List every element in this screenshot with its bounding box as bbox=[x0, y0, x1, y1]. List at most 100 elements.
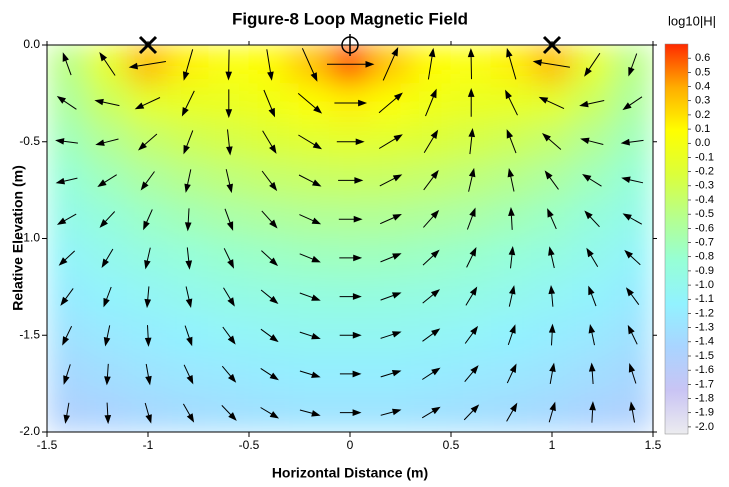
arrow bbox=[378, 92, 403, 114]
arrow bbox=[184, 169, 192, 193]
colorbar-tick-label: 0.0 bbox=[695, 137, 710, 149]
arrow bbox=[580, 137, 604, 145]
arrow bbox=[99, 51, 116, 76]
arrow bbox=[261, 250, 279, 267]
arrow bbox=[56, 213, 77, 225]
arrow bbox=[103, 325, 111, 347]
y-tick-label: -1.0 bbox=[19, 231, 40, 245]
arrow bbox=[62, 52, 72, 76]
arrow bbox=[466, 207, 476, 230]
arrow bbox=[380, 292, 402, 301]
arrow bbox=[467, 87, 475, 117]
arrow bbox=[58, 250, 76, 266]
arrow bbox=[588, 323, 596, 346]
arrow bbox=[55, 177, 78, 185]
arrow bbox=[225, 89, 233, 119]
arrow bbox=[128, 61, 166, 70]
arrow bbox=[464, 325, 479, 344]
arrow bbox=[299, 331, 321, 340]
arrow bbox=[104, 402, 112, 425]
arrow bbox=[380, 408, 402, 416]
arrow bbox=[225, 49, 233, 81]
arrow bbox=[625, 287, 640, 305]
arrow bbox=[226, 129, 233, 156]
arrow bbox=[260, 328, 279, 343]
arrow bbox=[621, 176, 644, 184]
arrow bbox=[622, 96, 643, 111]
y-axis-label: Relative Elevation (m) bbox=[10, 165, 26, 311]
arrow bbox=[339, 409, 362, 417]
arrow bbox=[542, 133, 562, 150]
arrow bbox=[184, 325, 193, 347]
arrow bbox=[582, 173, 602, 187]
x-tick-label: 0 bbox=[347, 438, 354, 452]
colorbar-tick-label: 0.4 bbox=[695, 80, 710, 92]
arrow bbox=[548, 323, 556, 346]
colorbar-ticks: -2.0 -1.9 -1.8 -1.7 -1.6 -1.5 -1.4 -1.3 -1.2 -1.1… bbox=[688, 52, 714, 433]
arrow bbox=[464, 365, 479, 383]
arrow bbox=[624, 249, 641, 266]
arrow bbox=[506, 402, 518, 422]
arrow bbox=[629, 401, 636, 423]
x-tick-label: 1 bbox=[549, 438, 556, 452]
arrow bbox=[549, 362, 556, 384]
colorbar-tick-label: -1.3 bbox=[695, 322, 714, 334]
arrow bbox=[299, 370, 321, 378]
arrow bbox=[508, 206, 515, 230]
arrow bbox=[506, 363, 517, 384]
marker-cross bbox=[542, 35, 562, 55]
colorbar-tick-label: -1.2 bbox=[695, 307, 714, 319]
arrow bbox=[463, 404, 480, 421]
arrow bbox=[378, 134, 403, 149]
colorbar-tick-label: -1.7 bbox=[695, 378, 714, 390]
arrow bbox=[382, 47, 399, 81]
colorbar-tick-label: -0.2 bbox=[695, 166, 714, 178]
arrow bbox=[466, 247, 477, 268]
colorbar-tick-label: -0.7 bbox=[695, 236, 714, 248]
arrow bbox=[506, 47, 517, 80]
colorbar-tick-label: -0.6 bbox=[695, 222, 714, 234]
colorbar-tick-label: 0.2 bbox=[695, 109, 710, 121]
arrow bbox=[425, 88, 437, 117]
arrow bbox=[584, 210, 600, 228]
colorbar-tick-label: -0.3 bbox=[695, 180, 714, 192]
x-tick-label: -1 bbox=[143, 438, 154, 452]
arrow bbox=[95, 138, 119, 146]
arrow bbox=[223, 287, 235, 307]
arrow bbox=[423, 129, 439, 153]
x-axis-label: Horizontal Distance (m) bbox=[272, 465, 428, 481]
arrow bbox=[422, 249, 440, 266]
arrow bbox=[627, 324, 638, 345]
arrow bbox=[104, 363, 111, 386]
arrow bbox=[260, 407, 280, 419]
arrow bbox=[184, 208, 192, 232]
arrow bbox=[94, 98, 120, 107]
arrow bbox=[339, 254, 363, 262]
arrow bbox=[334, 99, 368, 107]
arrow bbox=[620, 138, 644, 146]
colorbar-tick-label: -1.9 bbox=[695, 407, 714, 419]
arrow bbox=[379, 174, 403, 187]
colorbar bbox=[664, 43, 689, 435]
arrow bbox=[508, 245, 516, 269]
arrow bbox=[225, 169, 233, 194]
colorbar-title: log10|H| bbox=[668, 13, 716, 28]
arrow bbox=[99, 211, 116, 228]
arrow bbox=[298, 174, 322, 187]
arrow bbox=[628, 53, 638, 77]
axes: -1.5 -1 -0.5 0 0.5 1 1.5-2.0-1.5-1.0-0.50.0 bbox=[19, 37, 661, 452]
y-tick-label: 0.0 bbox=[23, 37, 40, 51]
arrow bbox=[538, 96, 565, 110]
arrow bbox=[544, 170, 559, 190]
arrow bbox=[586, 247, 599, 267]
colorbar-tick-label: -0.8 bbox=[695, 251, 714, 263]
colorbar-tick-label: -0.9 bbox=[695, 265, 714, 277]
arrow bbox=[336, 138, 365, 146]
arrow bbox=[260, 367, 279, 381]
x-tick-label: 0.5 bbox=[443, 438, 460, 452]
arrow bbox=[224, 208, 234, 231]
colorbar-tick-label: -0.4 bbox=[695, 194, 714, 206]
arrow bbox=[338, 215, 363, 223]
arrow bbox=[423, 169, 439, 191]
